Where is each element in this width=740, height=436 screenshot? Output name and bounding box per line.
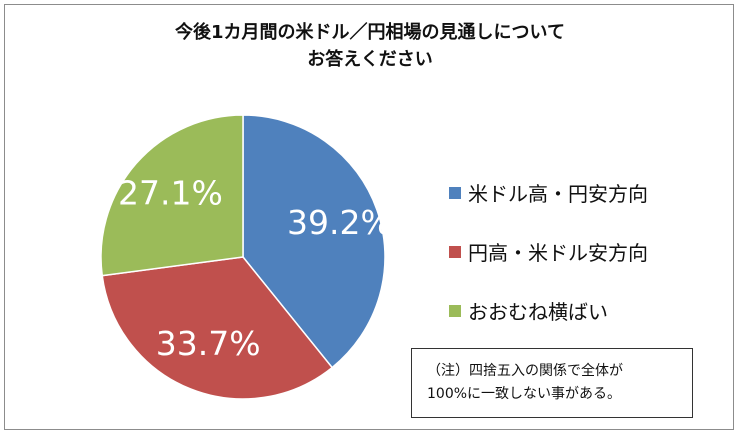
legend-swatch-flat [449,304,461,317]
legend-label-flat: おおむね横ばい [468,300,608,324]
rounding-note: （注）四捨五入の関係で全体が 100%に一致しない事がある。 [411,348,693,418]
legend-swatch-usd-up [449,186,461,199]
pie-slice-usd-up [242,114,386,369]
pie-chart: 39.2% 33.7% 27.1% [100,114,392,400]
pie-data-label-jpy-up: 33.7% [156,324,261,363]
chart-title-line-1: 今後1カ月間の米ドル／円相場の見通しについて [175,22,565,43]
legend: 米ドル高・円安方向 円高・米ドル安方向 おおむね横ばい [449,163,729,340]
rounding-note-line-1: （注）四捨五入の関係で全体が [427,363,623,379]
legend-swatch-jpy-up [449,245,461,258]
pie-slice-jpy-up [101,256,334,400]
legend-item-usd-up: 米ドル高・円安方向 [449,163,729,222]
pie-data-label-flat: 27.1% [118,173,223,212]
chart-frame: 今後1カ月間の米ドル／円相場の見通しについて お答えください 39.2% 33.7… [4,4,734,430]
pie-slice-flat [100,114,244,277]
chart-title: 今後1カ月間の米ドル／円相場の見通しについて お答えください [5,19,735,73]
chart-title-line-2: お答えください [307,49,433,70]
pie-data-label-usd-up: 39.2% [287,203,392,242]
legend-label-usd-up: 米ドル高・円安方向 [468,182,648,206]
rounding-note-line-2: 100%に一致しない事がある。 [427,386,622,402]
legend-label-jpy-up: 円高・米ドル安方向 [468,241,648,265]
legend-item-flat: おおむね横ばい [449,281,729,340]
legend-item-jpy-up: 円高・米ドル安方向 [449,222,729,281]
